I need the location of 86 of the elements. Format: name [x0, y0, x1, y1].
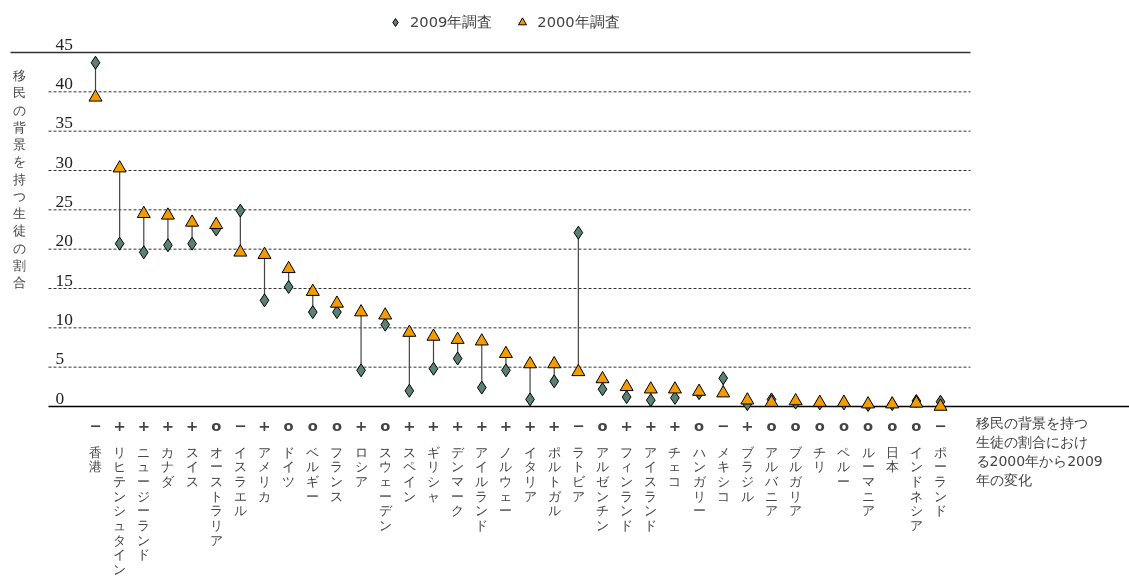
text: o	[887, 417, 898, 434]
text: o	[597, 417, 608, 434]
text: o	[814, 417, 825, 434]
text: o	[863, 417, 874, 434]
y-tick-label: 0	[55, 388, 65, 408]
x-tick-label: ブラジル	[740, 444, 755, 504]
x-tick-label: スウェーデン	[378, 444, 393, 533]
x-tick-label: ギリシャ	[427, 444, 440, 504]
text: +	[475, 416, 488, 434]
text: o	[211, 417, 222, 434]
x-tick-label: チリ	[813, 444, 827, 475]
x-tick-label: フィンランド	[620, 444, 634, 533]
x-tick-label: 香港	[89, 444, 102, 475]
text: +	[548, 416, 561, 434]
x-tick-label: ブルガリア	[789, 444, 804, 519]
y-tick-label: 35	[55, 113, 73, 133]
legend-label: 2009年調査	[410, 12, 493, 32]
x-tick-label: アルゼンチン	[596, 444, 610, 533]
x-tick-label: チェコ	[668, 444, 682, 489]
x-tick-label: カナダ	[161, 444, 176, 489]
x-tick-label: アイルランド	[475, 444, 489, 533]
x-tick-label: イスラエル	[233, 444, 247, 519]
text: o	[283, 417, 294, 434]
text: o	[694, 417, 705, 434]
x-tick-label: アメリカ	[258, 444, 271, 504]
y-tick-label: 40	[55, 73, 73, 93]
text: o	[307, 417, 318, 434]
text: 移民の背景を持つ生徒の割合	[12, 68, 26, 291]
legend-label: 2000年調査	[537, 12, 620, 32]
x-tick-label: スペイン	[402, 444, 416, 504]
text: +	[137, 416, 150, 434]
x-tick-label: ニュージーランド	[137, 444, 151, 563]
x-tick-label: ロシア	[354, 444, 368, 489]
text: −	[572, 416, 585, 434]
text: +	[499, 416, 513, 434]
x-tick-label: イタリア	[523, 444, 537, 504]
text: +	[427, 416, 440, 434]
text: +	[185, 416, 199, 434]
x-tick-label: ペルー	[837, 444, 851, 489]
text: o	[380, 417, 391, 434]
x-tick-label: ポーランド	[934, 444, 947, 519]
text: −	[717, 416, 730, 434]
text: 移民の背景を持つ生徒の割合における2000年から2009年の変化	[975, 414, 1103, 489]
x-tick-label: 日本	[885, 444, 899, 475]
x-tick-label: ハンガリー	[691, 444, 707, 519]
x-tick-label: インドネシア	[909, 444, 923, 533]
x-tick-label: オーストラリア	[209, 444, 223, 548]
x-tick-label: アルバニア	[764, 444, 779, 519]
text: +	[354, 416, 368, 434]
x-tick-label: アイスランド	[644, 444, 658, 533]
text: o	[838, 417, 849, 434]
text: +	[451, 416, 464, 434]
x-tick-label: ノルウェー	[499, 444, 513, 519]
y-tick-label: 10	[55, 309, 73, 329]
text: +	[741, 416, 754, 434]
y-tick-label: 25	[55, 191, 73, 211]
text: +	[523, 416, 537, 434]
y-tick-label: 30	[55, 152, 73, 172]
text: +	[403, 416, 416, 434]
text: o	[331, 417, 342, 434]
category-label: リヒテンシュタイン	[113, 444, 127, 577]
text: +	[258, 416, 271, 434]
y-tick-label: 5	[55, 349, 65, 369]
y-tick-label: 20	[55, 231, 73, 251]
text: o	[790, 417, 801, 434]
text: +	[113, 416, 126, 434]
text: o	[766, 417, 777, 434]
x-tick-label: スイス	[185, 444, 199, 489]
y-tick-label: 45	[55, 34, 73, 54]
y-tick-label: 15	[55, 270, 73, 290]
text: o	[911, 417, 922, 434]
x-tick-label: ベルギー	[306, 444, 320, 504]
text: +	[620, 416, 633, 434]
x-tick-label: ルーマニア	[861, 444, 875, 519]
x-tick-label: フランス	[330, 444, 344, 504]
text: −	[234, 416, 247, 434]
x-tick-label: ドイツ	[282, 444, 296, 489]
x-tick-label: ポルトガル	[547, 444, 562, 519]
text: +	[668, 416, 682, 434]
x-tick-label: デンマーク	[451, 444, 466, 519]
text: −	[934, 416, 947, 434]
text: +	[644, 416, 657, 434]
text: +	[161, 416, 175, 434]
text: −	[89, 416, 102, 434]
x-tick-label: ラトビア	[571, 444, 586, 504]
x-tick-label: メキシコ	[716, 444, 730, 504]
